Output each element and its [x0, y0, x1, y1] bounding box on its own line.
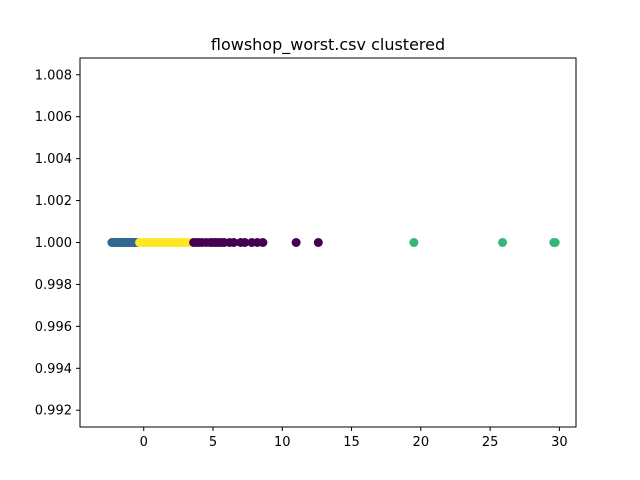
y-axis: 0.992 0.994 0.996 0.998 1.000 1.002 1.004 1.006… — [35, 68, 80, 419]
x-tick-label: 10 — [274, 435, 291, 450]
x-axis: 0 5 10 15 20 25 30 — [140, 427, 568, 450]
data-point-cluster-3 — [409, 238, 419, 247]
y-tick-label: 0.996 — [35, 320, 72, 335]
x-tick-label: 15 — [343, 435, 360, 450]
data-point-cluster-2 — [313, 238, 323, 247]
y-tick-label: 0.994 — [35, 362, 72, 377]
y-tick-label: 1.006 — [35, 110, 72, 125]
y-tick-label: 1.008 — [35, 68, 72, 83]
y-tick-label: 1.004 — [35, 152, 72, 167]
x-tick-label: 25 — [482, 435, 499, 450]
x-tick-label: 0 — [140, 435, 148, 450]
data-point-cluster-2 — [258, 238, 268, 247]
data-points — [107, 238, 560, 247]
data-point-cluster-2 — [291, 238, 301, 247]
data-point-cluster-3 — [498, 238, 508, 247]
data-point-cluster-2 — [229, 238, 239, 247]
x-tick-label: 5 — [209, 435, 217, 450]
data-point-cluster-2 — [240, 238, 250, 247]
y-tick-label: 1.002 — [35, 194, 72, 209]
x-tick-label: 20 — [413, 435, 430, 450]
x-tick-label: 30 — [551, 435, 568, 450]
y-tick-label: 0.992 — [35, 404, 72, 419]
y-tick-label: 0.998 — [35, 278, 72, 293]
y-tick-label: 1.000 — [35, 236, 72, 251]
chart-title: flowshop_worst.csv clustered — [211, 35, 445, 55]
data-point-cluster-3 — [550, 238, 560, 247]
